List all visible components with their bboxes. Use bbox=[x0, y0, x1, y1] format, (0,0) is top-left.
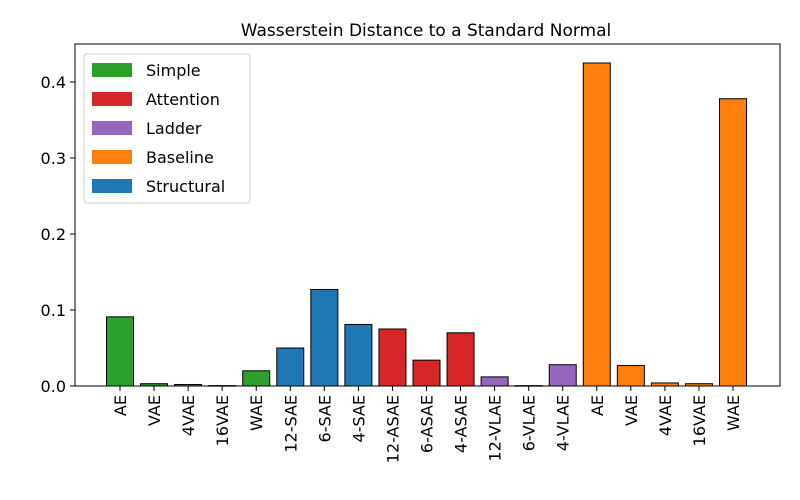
bar bbox=[480, 376, 509, 387]
legend-swatch bbox=[92, 121, 132, 135]
x-tick-label: 16VAE bbox=[690, 395, 709, 446]
x-tick-label: 6-ASAE bbox=[418, 395, 437, 453]
bar bbox=[276, 347, 305, 387]
x-tick-label: WAE bbox=[247, 395, 266, 431]
legend-label: Simple bbox=[146, 61, 201, 80]
x-tick-label: 16VAE bbox=[213, 395, 232, 446]
x-tick-label: WAE bbox=[724, 395, 743, 431]
bar bbox=[242, 370, 271, 387]
bar bbox=[446, 332, 475, 387]
chart-title: Wasserstein Distance to a Standard Norma… bbox=[241, 21, 611, 41]
bar bbox=[412, 359, 441, 387]
bar bbox=[106, 316, 134, 387]
legend-swatch bbox=[92, 179, 132, 193]
bar bbox=[616, 364, 645, 387]
bar bbox=[719, 98, 747, 387]
x-tick-label: 12-VLAE bbox=[486, 395, 505, 461]
x-tick-label: 4-ASAE bbox=[452, 395, 471, 453]
x-tick-label: 6-VLAE bbox=[520, 395, 539, 451]
legend-label: Attention bbox=[146, 90, 220, 109]
plot-frame bbox=[74, 43, 781, 387]
y-tick-label: 0.4 bbox=[41, 73, 66, 92]
y-tick-label: 0.0 bbox=[41, 377, 66, 396]
legend-label: Structural bbox=[146, 177, 225, 196]
x-tick-label: VAE bbox=[622, 395, 641, 426]
bar bbox=[378, 328, 407, 387]
bar bbox=[310, 288, 339, 387]
legend-label: Baseline bbox=[146, 148, 214, 167]
x-tick-label: AE bbox=[588, 395, 607, 416]
bar bbox=[548, 364, 577, 387]
y-tick-label: 0.3 bbox=[41, 149, 66, 168]
x-tick-label: 4VAE bbox=[179, 395, 198, 436]
legend-swatch bbox=[92, 150, 132, 164]
bar bbox=[344, 323, 373, 387]
x-tick-label: 4VAE bbox=[656, 395, 675, 436]
bar bbox=[582, 62, 611, 387]
legend-swatch bbox=[92, 63, 132, 77]
legend-label: Ladder bbox=[146, 119, 202, 138]
legend-swatch bbox=[92, 92, 132, 106]
x-tick-label: AE bbox=[111, 395, 130, 416]
x-tick-label: 6-SAE bbox=[315, 395, 334, 442]
x-tick-label: VAE bbox=[145, 395, 164, 426]
legend-box bbox=[83, 53, 251, 204]
x-tick-label: 4-VLAE bbox=[554, 395, 573, 451]
x-tick-label: 12-ASAE bbox=[383, 395, 402, 463]
y-tick-label: 0.1 bbox=[41, 301, 66, 320]
x-tick-label: 12-SAE bbox=[281, 395, 300, 453]
x-tick-label: 4-SAE bbox=[349, 395, 368, 442]
y-tick-label: 0.2 bbox=[41, 225, 66, 244]
